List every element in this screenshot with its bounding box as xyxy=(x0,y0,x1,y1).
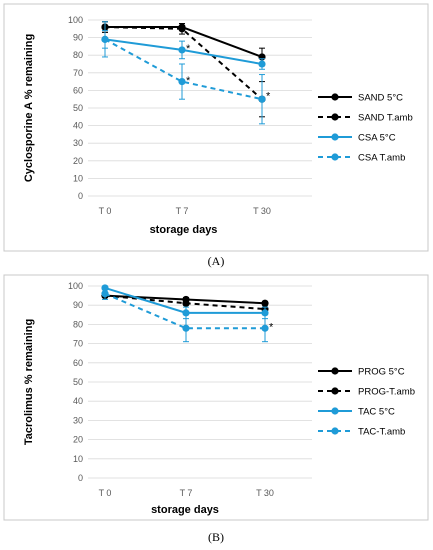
y-tick-label: 60 xyxy=(73,85,83,95)
y-tick-label: 70 xyxy=(73,68,83,78)
legend-swatch-marker xyxy=(331,93,339,101)
data-point xyxy=(261,324,269,332)
y-tick-label: 60 xyxy=(73,358,83,368)
data-point xyxy=(101,290,109,298)
y-tick-label: 30 xyxy=(73,138,83,148)
series-line xyxy=(104,38,263,101)
legend-entry: SAND T.amb xyxy=(318,113,413,124)
series-line xyxy=(104,26,263,100)
data-point xyxy=(182,299,190,307)
legend-swatch-marker xyxy=(331,113,339,121)
legend-label: CSA T.amb xyxy=(358,153,405,164)
significance-marker: * xyxy=(186,75,191,87)
x-tick-label: T 0 xyxy=(99,488,112,498)
y-tick-label: 20 xyxy=(73,156,83,166)
legend-entry: PROG-T.amb xyxy=(318,387,415,398)
legend-label: PROG-T.amb xyxy=(358,387,415,398)
x-tick-label: T 30 xyxy=(256,488,274,498)
y-tick-label: 40 xyxy=(73,121,83,131)
data-point xyxy=(258,95,266,103)
legend-swatch-marker xyxy=(331,367,339,375)
legend-label: SAND 5°C xyxy=(358,93,403,104)
legend-label: TAC-T.amb xyxy=(358,427,405,438)
y-tick-label: 10 xyxy=(73,173,83,183)
x-tick-label: T 7 xyxy=(180,488,193,498)
series-3 xyxy=(101,287,269,343)
y-axis-title: Tacrolimus % remaining xyxy=(23,319,35,445)
x-axis-title: storage days xyxy=(150,224,218,236)
y-tick-label: 70 xyxy=(73,339,83,349)
y-tick-label: 100 xyxy=(68,15,83,25)
significance-marker: * xyxy=(269,321,274,333)
data-point xyxy=(178,46,186,54)
y-tick-label: 0 xyxy=(78,191,83,201)
y-tick-label: 50 xyxy=(73,377,83,387)
x-tick-label: T 7 xyxy=(176,206,189,216)
y-tick-label: 90 xyxy=(73,300,83,310)
chart-frame xyxy=(3,274,429,521)
legend-entry: TAC 5°C xyxy=(318,407,395,418)
y-tick-label: 90 xyxy=(73,33,83,43)
legend-swatch-marker xyxy=(331,133,339,141)
chart-frame xyxy=(3,3,429,252)
legend-label: TAC 5°C xyxy=(358,407,395,418)
legend-label: SAND T.amb xyxy=(358,113,413,124)
legend-entry: PROG 5°C xyxy=(318,367,405,378)
y-tick-label: 10 xyxy=(73,454,83,464)
y-tick-label: 80 xyxy=(73,319,83,329)
y-tick-label: 40 xyxy=(73,396,83,406)
x-axis-title: storage days xyxy=(151,504,219,516)
significance-marker: * xyxy=(266,91,271,103)
chart-panel-1: 0 10 20 30 40 50 60 70 80 90 100 T 0 T 7 T 30 Tacrolim… xyxy=(3,274,429,544)
legend-label: PROG 5°C xyxy=(358,367,405,378)
panel-caption: (A) xyxy=(208,254,225,268)
data-point xyxy=(258,60,266,68)
legend-entry: CSA T.amb xyxy=(318,153,405,164)
series-3 xyxy=(101,30,266,125)
y-tick-label: 30 xyxy=(73,415,83,425)
legend-label: CSA 5°C xyxy=(358,133,396,144)
legend-swatch-marker xyxy=(331,407,339,415)
legend-swatch-marker xyxy=(331,387,339,395)
chart-panel-0: 0 10 20 30 40 50 60 70 80 90 100 T 0 T 7 T 30 Cyclospo… xyxy=(3,3,429,268)
legend-swatch-marker xyxy=(331,153,339,161)
legend-swatch-marker xyxy=(331,427,339,435)
legend-entry: TAC-T.amb xyxy=(318,427,405,438)
y-tick-label: 0 xyxy=(78,473,83,483)
data-point xyxy=(182,324,190,332)
y-tick-label: 50 xyxy=(73,103,83,113)
legend-entry: CSA 5°C xyxy=(318,133,396,144)
series-line xyxy=(104,292,265,330)
y-tick-label: 100 xyxy=(68,281,83,291)
data-point xyxy=(101,35,109,43)
y-tick-label: 20 xyxy=(73,435,83,445)
x-tick-label: T 0 xyxy=(99,206,112,216)
y-tick-label: 80 xyxy=(73,50,83,60)
data-point xyxy=(261,299,269,307)
panel-caption: (B) xyxy=(208,530,224,544)
x-tick-label: T 30 xyxy=(253,206,271,216)
y-axis-title: Cyclosporine A % remaining xyxy=(23,34,35,182)
data-point xyxy=(178,25,186,33)
data-point xyxy=(178,78,186,86)
legend-entry: SAND 5°C xyxy=(318,93,403,104)
significance-marker: * xyxy=(186,43,191,55)
